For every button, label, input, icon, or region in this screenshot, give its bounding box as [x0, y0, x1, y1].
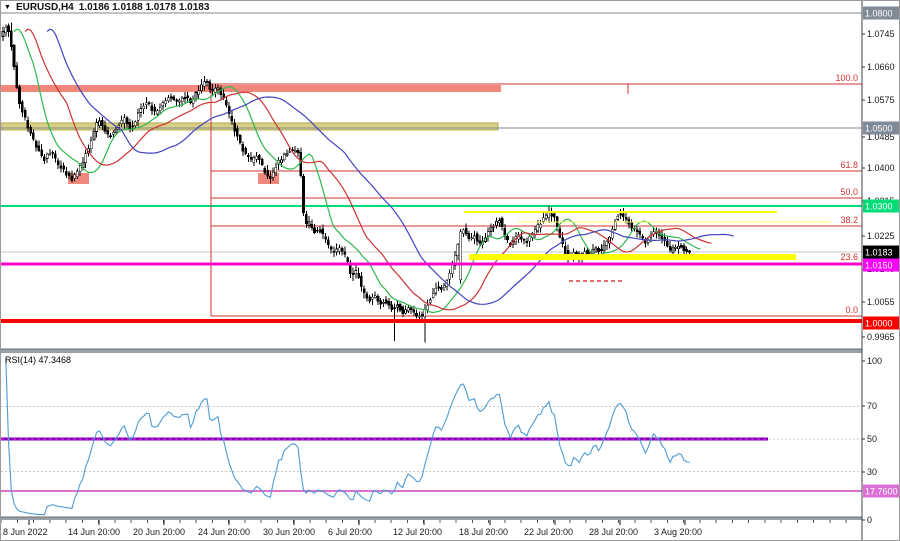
svg-text:1.0000: 1.0000	[865, 319, 893, 329]
price-tick-1.0485: 1.0485	[867, 132, 895, 142]
ohlc-values-label: 1.0186 1.0188 1.0178 1.0183	[78, 2, 210, 13]
fib-label-0-0: 0.0	[845, 305, 858, 315]
time-label: 20 Jun 20:00	[133, 527, 185, 537]
rsi-tick-50: 50	[867, 434, 877, 444]
rsi-badge-17-7600	[863, 484, 899, 498]
price-tick-1.0055: 1.0055	[867, 297, 895, 307]
rsi-tick-70: 70	[867, 401, 877, 411]
time-label: 6 Jul 20:00	[328, 527, 372, 537]
pane-divider-1[interactable]	[1, 349, 862, 353]
time-label: 30 Jun 20:00	[263, 527, 315, 537]
rsi-tick-100: 100	[867, 356, 882, 366]
time-label: 28 Jul 20:00	[589, 527, 638, 537]
fib-label-61-8: 61.8	[840, 160, 858, 170]
svg-text:17.7600: 17.7600	[865, 487, 898, 497]
price-tick-1.0575: 1.0575	[867, 95, 895, 105]
ma-red-mid	[24, 28, 712, 311]
main-chart-plot[interactable]	[1, 1, 862, 349]
price-badge-1-0150	[863, 258, 899, 272]
symbol-dropdown-marker-icon[interactable]: ▼	[4, 3, 11, 11]
time-label: 12 Jul 20:00	[393, 527, 442, 537]
time-label: 18 Jul 20:00	[459, 527, 508, 537]
fib-label-23-6: 23.6	[840, 252, 858, 262]
price-badge-1-0000	[863, 316, 899, 330]
demand-box-june[interactable]	[68, 173, 89, 184]
rsi-plot[interactable]	[1, 353, 862, 517]
price-tick-1.0400: 1.0400	[867, 163, 895, 173]
fib-label-50-0: 50.0	[840, 187, 858, 197]
khaki-zone-1-0500[interactable]	[1, 122, 499, 131]
price-badge-1-0300	[863, 199, 899, 213]
price-tick-0.9965: 0.9965	[867, 332, 895, 342]
time-label: 22 Jul 20:00	[524, 527, 573, 537]
pane-divider-2[interactable]	[1, 517, 862, 520]
rsi-tick-0: 0	[867, 515, 872, 525]
svg-text:1.0150: 1.0150	[865, 261, 893, 271]
candlesticks	[1, 22, 691, 343]
chart-title: ▼ EURUSD,H4 1.0186 1.0188 1.0178 1.0183	[4, 2, 209, 13]
price-tick-1.0660: 1.0660	[867, 62, 895, 72]
price-tick-1.0745: 1.0745	[867, 29, 895, 39]
ma-blue-slow	[46, 28, 734, 305]
time-label: 3 Aug 20:00	[654, 527, 702, 537]
time-axis[interactable]	[1, 520, 862, 541]
price-tick-1.0225: 1.0225	[867, 231, 895, 241]
time-label: 24 Jun 20:00	[198, 527, 250, 537]
demand-box-july[interactable]	[258, 173, 279, 184]
svg-text:1.0800: 1.0800	[865, 9, 893, 19]
svg-text:1.0183: 1.0183	[865, 248, 893, 258]
yellow-support-band[interactable]	[469, 254, 796, 260]
price-badge-1-0800	[863, 6, 899, 20]
time-label: 14 Jun 20:00	[68, 527, 120, 537]
svg-text:1.0500: 1.0500	[865, 124, 893, 134]
resistance-zone-1-0595[interactable]	[1, 85, 501, 92]
symbol-timeframe-label: EURUSD,H4	[15, 2, 74, 13]
svg-text:1.0300: 1.0300	[865, 202, 893, 212]
price-badge-1-0183	[863, 245, 899, 259]
fib-label-100-0: 100.0	[835, 73, 858, 83]
ma-green-fast	[13, 28, 701, 314]
rsi-indicator-label: RSI(14) 47.3468	[5, 355, 72, 365]
fib-label-38-2: 38.2	[840, 215, 858, 225]
rsi-tick-30: 30	[867, 467, 877, 477]
time-label: 8 Jun 2022	[3, 527, 48, 537]
price-badge-1-0500	[863, 121, 899, 135]
rsi-line	[5, 357, 690, 516]
